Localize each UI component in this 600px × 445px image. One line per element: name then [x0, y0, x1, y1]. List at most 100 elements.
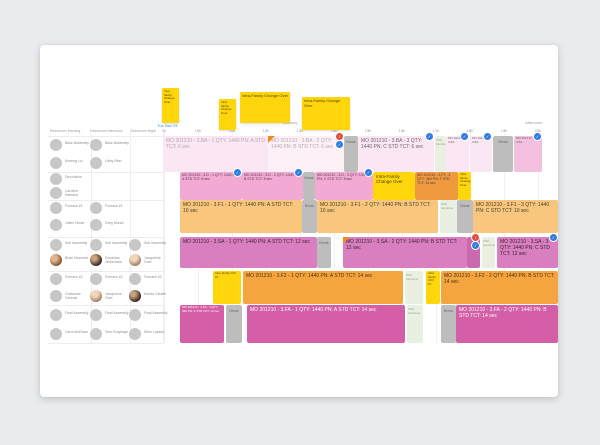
resource-avatar	[129, 238, 141, 251]
task-bar[interactable]: MO 201210 - 3.BA…	[514, 136, 542, 172]
resource-avatar	[50, 218, 62, 231]
resource-name: Final Assembly	[144, 310, 168, 315]
handover-bar[interactable]: Shift handover	[407, 305, 423, 343]
task-bar[interactable]: MO 201210 - 3.BA - 3 QTY: 1440 PN: C STD…	[358, 136, 434, 172]
resource-name: Guillaume Carbust	[65, 291, 81, 300]
break-bar[interactable]: Break	[457, 200, 473, 233]
check-icon[interactable]: ✓	[484, 133, 491, 140]
check-icon[interactable]: ✓	[550, 234, 557, 241]
resource-avatar	[50, 289, 62, 302]
handover-bar[interactable]: Shift handover	[405, 271, 423, 304]
resource-avatar	[90, 273, 102, 286]
changeover-bar[interactable]: Inter family C/O: 1h	[213, 271, 241, 304]
alert-icon[interactable]: !	[472, 234, 479, 241]
break-bar[interactable]: Break	[317, 237, 331, 268]
task-bar[interactable]: MO 201210 - 3.F2 - 4 QTY: 360 PN: F STD …	[415, 172, 458, 200]
row-divider	[48, 343, 164, 344]
resource-name: Kimeng Liu	[65, 159, 83, 163]
resource-avatar	[90, 289, 102, 302]
break-bar[interactable]: Break	[226, 305, 242, 343]
task-bar[interactable]: MO 201210 - 3.F1 - 3 QTY: 1440 PN: C STD…	[473, 200, 558, 233]
resource-avatar	[50, 273, 62, 286]
break-bar[interactable]: Break	[303, 172, 315, 200]
resource-name: Greg Mundt	[105, 220, 124, 225]
task-bar[interactable]: MO 201210 - 3.F2 - 2 QTY: 1440 PN: B STD…	[441, 271, 558, 304]
grid-line	[402, 129, 403, 343]
row-divider	[48, 136, 164, 137]
axis-tick: 20h	[534, 128, 542, 133]
task-bar[interactable]: MO 201210 - 3.F1 - 1 QTY: 1440 PN: A STD…	[180, 200, 302, 233]
resource-avatar	[50, 187, 62, 199]
task-bar[interactable]: MO 201210 - 3.BA - 2 QTY: 1440 PN: B STD…	[268, 136, 344, 172]
changeover-note[interactable]: Inter family Change Over	[162, 88, 179, 123]
task-bar[interactable]: MO 201210 - 3.F1 - 2 QTY: 1440 PN: B STD…	[317, 200, 438, 233]
check-icon[interactable]: ✓	[295, 169, 302, 176]
row-divider	[48, 271, 164, 272]
resource-name: Julien Nouel	[65, 220, 85, 225]
resource-name: Furnace #2	[144, 275, 162, 280]
axis-tick: 14h	[330, 128, 338, 133]
row-divider	[48, 237, 164, 238]
flag-icon[interactable]	[343, 237, 350, 244]
handover-bar[interactable]: Shift handover	[435, 136, 446, 172]
task-bar[interactable]: MO 201210 - 3.SA - 2 QTY: 1440 PN: B STD…	[343, 237, 467, 268]
changeover-note[interactable]: Intra family Change Over	[219, 99, 236, 130]
task-bar[interactable]: MO 201210 - 3.SA - 3 QTY: 1440 PN: C STD…	[497, 237, 558, 268]
grid-line	[198, 129, 199, 343]
resource-avatar	[50, 173, 62, 185]
alert-icon[interactable]: !	[336, 133, 343, 140]
break-bar[interactable]: Break	[302, 200, 317, 233]
grid-line	[504, 129, 505, 343]
check-icon[interactable]: ✓	[365, 169, 372, 176]
resource-avatar	[129, 289, 141, 302]
period-label: Morning	[283, 120, 298, 125]
check-icon[interactable]: ✓	[534, 133, 541, 140]
resource-name: Furnace #2	[65, 275, 83, 280]
resource-avatar	[90, 308, 102, 321]
resource-panel: Resources Morning Resources Afternoon Reso…	[40, 45, 558, 397]
handover-bar[interactable]: Shift handover	[440, 200, 457, 233]
resource-name: Libby Reel	[105, 159, 122, 163]
task-bar[interactable]: MO 201210 - 3.FA - 1 QTY: 1440 PN: A STD…	[247, 305, 405, 343]
break-bar[interactable]: Break	[441, 305, 456, 343]
check-icon[interactable]: ✓	[336, 141, 343, 148]
break-bar[interactable]: Break	[344, 136, 358, 172]
task-bar[interactable]: MO 201210 - 3.D - 2 QTY: 1440 PN: B STD …	[242, 172, 303, 200]
resource-name: Base Assembly	[65, 141, 89, 145]
check-icon[interactable]: ✓	[234, 169, 241, 176]
task-bar[interactable]: MO 201210 - 3.FA - 4 QTY: 360 PN: F STD …	[180, 305, 224, 343]
check-icon[interactable]: ✓	[426, 133, 433, 140]
grid-line	[334, 129, 335, 343]
resource-name: Furnace #2	[105, 275, 123, 280]
resource-name: Base Assembly	[105, 141, 129, 145]
task-bar[interactable]: MO 201210 - 3.BA - 1 QTY: 1440 PN: A STD…	[163, 136, 268, 172]
check-icon[interactable]: ✓	[461, 133, 468, 140]
resource-name: Caroline Santana	[65, 189, 79, 198]
changeover-bar[interactable]: Intra family Change Over	[458, 172, 471, 200]
grid-line	[232, 129, 233, 343]
task-bar[interactable]: MO 201210 - 3.D - 1 QTY: 1440 PN: A STD …	[180, 172, 242, 200]
resource-avatar	[129, 308, 141, 321]
resource-name: Final Assembly	[105, 310, 129, 315]
task-bar[interactable]: MO 201210 - 3.FA - 2 QTY: 1440 PN: B STD…	[456, 305, 558, 343]
flag-icon[interactable]	[268, 136, 275, 143]
resource-avatar	[90, 327, 102, 340]
resource-avatar	[90, 238, 102, 251]
handover-bar[interactable]: Shift handover	[482, 237, 495, 268]
resource-name: Final Assembly	[65, 310, 89, 315]
check-icon[interactable]: ✓	[472, 242, 479, 249]
resource-name: Sub Assembly	[65, 240, 88, 245]
task-bar[interactable]: MO 201210 - 3.D - 3 QTY: 1440 PN: C STD …	[315, 172, 373, 200]
task-bar[interactable]: MO 201210 - 3.BA…	[470, 136, 492, 172]
resource-name: Decoration	[65, 175, 82, 179]
grid-line	[368, 129, 369, 343]
resource-avatar	[129, 254, 141, 267]
task-bar[interactable]: MO 201210 - 3.SA - 1 QTY: 1440 PN: A STD…	[180, 237, 317, 268]
task-bar[interactable]: MO 201210 - 3.F2 - 1 QTY: 1440 PN: A STD…	[243, 271, 403, 304]
break-bar[interactable]: Break	[493, 136, 513, 172]
changeover-bar[interactable]: Intra family C/O: 1h	[426, 271, 440, 304]
changeover-bar[interactable]: Intra-Family Change Over	[373, 172, 415, 200]
changeover-note[interactable]: Intra-Family Change Over	[240, 92, 290, 123]
task-bar[interactable]: MO 201210 - 3.BA…	[446, 136, 469, 172]
changeover-note[interactable]: Intra-Family Change Over	[302, 97, 350, 130]
